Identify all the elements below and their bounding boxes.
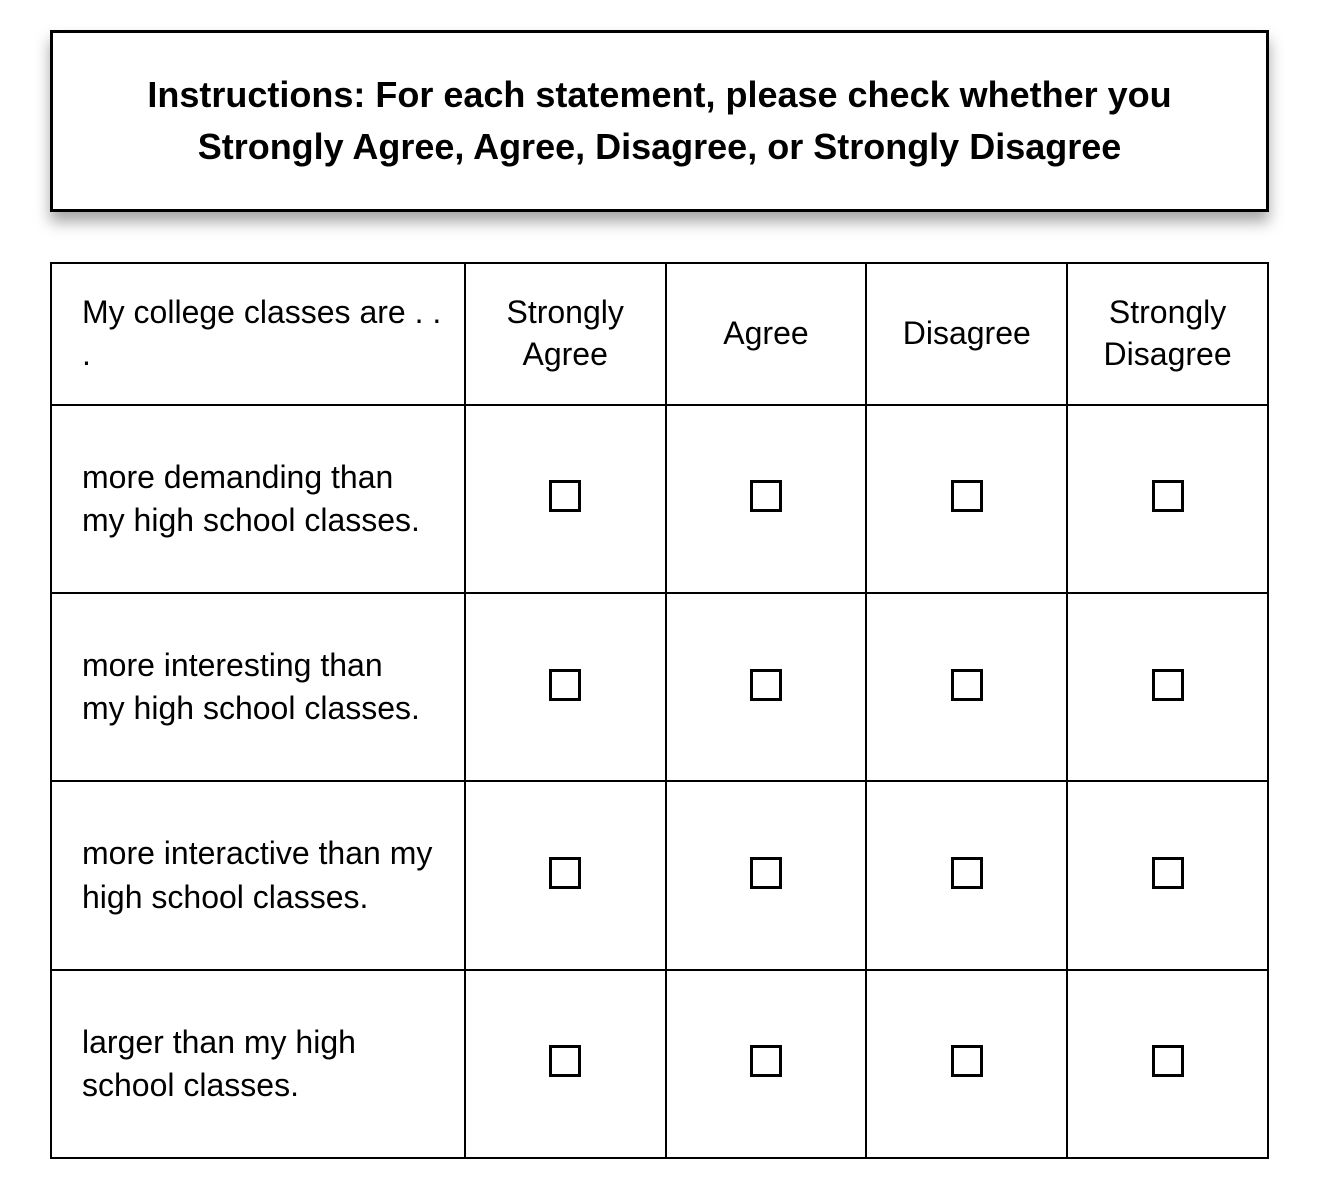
table-header-row: My college classes are . . . Strongly Ag… (51, 263, 1268, 404)
checkbox-icon[interactable] (1152, 669, 1184, 701)
checkbox-icon[interactable] (951, 857, 983, 889)
checkbox-icon[interactable] (1152, 857, 1184, 889)
checkbox-icon[interactable] (951, 1045, 983, 1077)
checkbox-icon[interactable] (750, 857, 782, 889)
checkbox-icon[interactable] (1152, 480, 1184, 512)
statement-text: more demanding than my high school class… (51, 405, 465, 593)
survey-table: My college classes are . . . Strongly Ag… (50, 262, 1269, 1159)
column-header-disagree: Disagree (866, 263, 1067, 404)
checkbox-cell (1067, 970, 1268, 1158)
checkbox-icon[interactable] (549, 857, 581, 889)
checkbox-icon[interactable] (750, 669, 782, 701)
checkbox-icon[interactable] (549, 669, 581, 701)
checkbox-cell (1067, 781, 1268, 969)
checkbox-cell (1067, 593, 1268, 781)
checkbox-cell (866, 405, 1067, 593)
checkbox-cell (465, 405, 666, 593)
checkbox-cell (666, 781, 867, 969)
table-row: larger than my high school classes. (51, 970, 1268, 1158)
instructions-box: Instructions: For each statement, please… (50, 30, 1269, 212)
checkbox-cell (866, 970, 1067, 1158)
checkbox-cell (666, 593, 867, 781)
checkbox-cell (866, 593, 1067, 781)
checkbox-icon[interactable] (549, 1045, 581, 1077)
checkbox-icon[interactable] (549, 480, 581, 512)
checkbox-icon[interactable] (951, 669, 983, 701)
checkbox-cell (465, 781, 666, 969)
checkbox-icon[interactable] (951, 480, 983, 512)
checkbox-cell (465, 970, 666, 1158)
statement-text: more interactive than my high school cla… (51, 781, 465, 969)
checkbox-icon[interactable] (1152, 1045, 1184, 1077)
checkbox-cell (666, 970, 867, 1158)
column-header-statement: My college classes are . . . (51, 263, 465, 404)
checkbox-icon[interactable] (750, 480, 782, 512)
checkbox-cell (666, 405, 867, 593)
column-header-strongly-agree: Strongly Agree (465, 263, 666, 404)
checkbox-cell (1067, 405, 1268, 593)
column-header-strongly-disagree: Strongly Disagree (1067, 263, 1268, 404)
table-row: more demanding than my high school class… (51, 405, 1268, 593)
statement-text: more interesting than my high school cla… (51, 593, 465, 781)
table-row: more interesting than my high school cla… (51, 593, 1268, 781)
checkbox-cell (866, 781, 1067, 969)
checkbox-cell (465, 593, 666, 781)
instructions-text: Instructions: For each statement, please… (113, 69, 1206, 173)
statement-text: larger than my high school classes. (51, 970, 465, 1158)
checkbox-icon[interactable] (750, 1045, 782, 1077)
table-row: more interactive than my high school cla… (51, 781, 1268, 969)
column-header-agree: Agree (666, 263, 867, 404)
